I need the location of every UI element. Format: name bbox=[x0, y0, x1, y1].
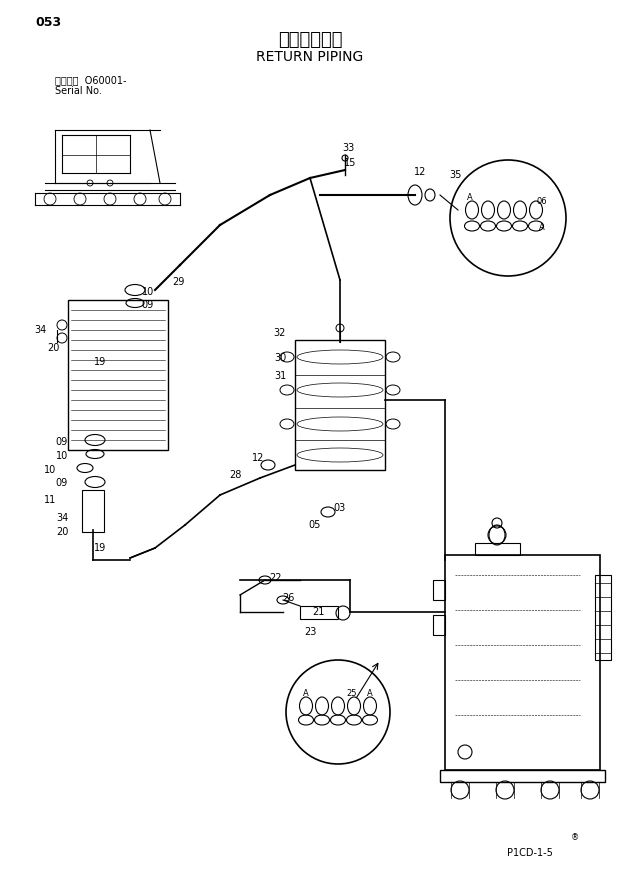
Text: 09: 09 bbox=[56, 437, 68, 447]
Bar bbox=[68, 300, 168, 450]
Text: 21: 21 bbox=[312, 607, 324, 617]
Text: A: A bbox=[367, 690, 373, 698]
Text: 26: 26 bbox=[282, 593, 294, 603]
Text: 23: 23 bbox=[304, 627, 316, 637]
Text: 053: 053 bbox=[35, 16, 61, 29]
Text: 09: 09 bbox=[56, 478, 68, 488]
Bar bbox=[295, 340, 385, 470]
Text: 11: 11 bbox=[44, 495, 56, 505]
Text: RETURN PIPING: RETURN PIPING bbox=[257, 50, 363, 64]
Bar bbox=[82, 490, 104, 532]
Text: 10: 10 bbox=[142, 287, 154, 297]
Text: 適用号機  O60001-: 適用号機 O60001- bbox=[55, 75, 126, 85]
Text: 03: 03 bbox=[334, 503, 346, 513]
Text: リターン配管: リターン配管 bbox=[278, 31, 342, 49]
Text: 35: 35 bbox=[449, 170, 461, 180]
Text: 20: 20 bbox=[47, 343, 59, 353]
Text: 10: 10 bbox=[44, 465, 56, 475]
Text: 32: 32 bbox=[274, 328, 286, 338]
Text: 12: 12 bbox=[414, 167, 426, 177]
Text: A: A bbox=[539, 223, 545, 232]
Text: 12: 12 bbox=[252, 453, 264, 463]
Text: 10: 10 bbox=[56, 451, 68, 461]
Text: A: A bbox=[303, 690, 309, 698]
Bar bbox=[475, 543, 520, 555]
Text: 25: 25 bbox=[347, 690, 357, 698]
Bar bbox=[440, 770, 605, 782]
Bar bbox=[445, 555, 600, 770]
Text: 22: 22 bbox=[268, 573, 281, 583]
Text: 15: 15 bbox=[344, 158, 356, 168]
Text: 28: 28 bbox=[229, 470, 241, 480]
Bar bbox=[595, 575, 611, 660]
Text: 19: 19 bbox=[94, 357, 106, 367]
Text: ®: ® bbox=[571, 834, 579, 842]
Text: 29: 29 bbox=[172, 277, 184, 287]
Text: 20: 20 bbox=[56, 527, 68, 537]
Text: 34: 34 bbox=[34, 325, 46, 335]
Bar bbox=[433, 615, 445, 635]
Text: 34: 34 bbox=[56, 513, 68, 523]
Text: 19: 19 bbox=[94, 543, 106, 553]
Text: 33: 33 bbox=[342, 143, 354, 153]
Text: P1CD-1-5: P1CD-1-5 bbox=[507, 848, 553, 858]
Bar bbox=[300, 606, 338, 619]
Text: 09: 09 bbox=[142, 300, 154, 310]
Text: 31: 31 bbox=[274, 371, 286, 381]
Text: 30: 30 bbox=[274, 353, 286, 363]
Text: 06: 06 bbox=[537, 197, 547, 207]
Bar bbox=[433, 580, 445, 600]
Text: Serial No.: Serial No. bbox=[55, 86, 102, 96]
Text: 05: 05 bbox=[309, 520, 321, 530]
Text: A: A bbox=[467, 194, 473, 203]
